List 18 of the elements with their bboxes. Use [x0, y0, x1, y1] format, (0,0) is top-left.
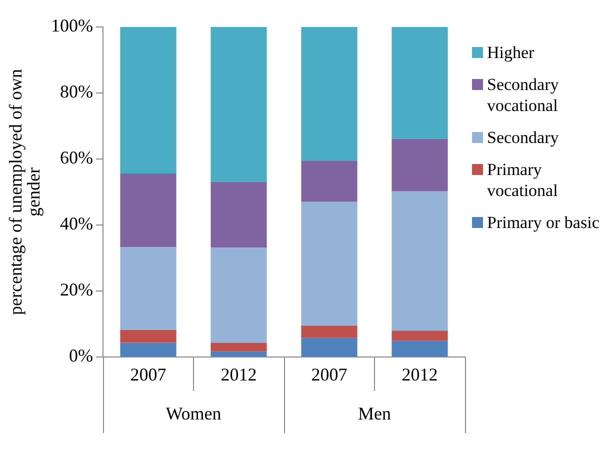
text: Women	[166, 404, 222, 424]
y-tick-label: 0%	[68, 346, 93, 366]
y-tick-label: 40%	[60, 214, 93, 234]
legend-label: Higher	[487, 43, 534, 62]
x-tick-label: 2012	[220, 364, 257, 385]
text: Men	[358, 404, 391, 424]
legend-label: Primary vocational	[487, 160, 558, 200]
y-axis-title: percentage of unemployed of own gender	[6, 69, 44, 315]
x-tick-label: 2012	[402, 364, 438, 385]
y-tick-label: 20%	[60, 280, 93, 300]
x-tick-label: 2007	[130, 364, 166, 385]
legend-label: Secondary	[487, 128, 559, 147]
y-tick-label: 80%	[60, 82, 93, 102]
y-tick-label: 100%	[50, 16, 93, 36]
x-tick-label: 2007	[311, 364, 348, 385]
legend-label: Secondary vocational	[487, 75, 559, 115]
y-tick-label: 60%	[60, 148, 93, 168]
legend-label: Primary or basic	[487, 213, 600, 232]
